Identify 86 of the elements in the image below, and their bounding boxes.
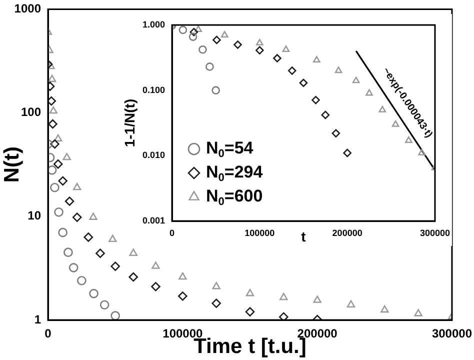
- point: [194, 25, 202, 32]
- point: [178, 272, 187, 280]
- y-axis-title: N(t): [0, 146, 24, 183]
- point: [188, 32, 198, 41]
- point: [64, 196, 74, 206]
- point: [346, 300, 356, 308]
- point: [299, 78, 308, 88]
- point: [332, 129, 340, 138]
- point: [256, 38, 264, 46]
- point: [48, 119, 58, 129]
- point: [62, 152, 71, 160]
- point: [110, 311, 120, 320]
- point: [53, 159, 63, 169]
- point: [380, 305, 389, 313]
- point: [212, 298, 221, 308]
- point: [48, 62, 55, 70]
- point: [220, 30, 228, 38]
- x-tick-label: 300000: [432, 326, 472, 341]
- point: [58, 176, 68, 186]
- point: [54, 207, 64, 217]
- point: [343, 148, 352, 158]
- point: [418, 148, 426, 156]
- point: [256, 46, 264, 54]
- point: [77, 276, 86, 286]
- x-tick-label: 0: [169, 228, 175, 238]
- point: [212, 282, 220, 290]
- point: [50, 139, 60, 149]
- point: [273, 54, 282, 62]
- point: [288, 66, 296, 75]
- point: [129, 248, 138, 256]
- point: [48, 96, 56, 106]
- point: [48, 74, 56, 82]
- point: [64, 248, 73, 257]
- y-tick-label: 100: [20, 105, 42, 120]
- point: [96, 248, 105, 258]
- point: [321, 110, 330, 120]
- y-tick-label: 0.001: [142, 215, 165, 226]
- point: [58, 228, 68, 238]
- point: [366, 89, 373, 96]
- point: [151, 282, 160, 292]
- y-tick-label: 1: [34, 312, 42, 326]
- point: [414, 309, 422, 316]
- point: [234, 40, 242, 49]
- point: [68, 263, 78, 272]
- y-tick-label: 10: [28, 208, 42, 223]
- point: [152, 262, 160, 269]
- point: [212, 36, 221, 44]
- point: [89, 288, 98, 298]
- point: [54, 134, 62, 142]
- point: [312, 56, 320, 63]
- point: [312, 96, 320, 104]
- x-axis-title: t: [301, 228, 306, 244]
- y-tick-label: 1000: [14, 2, 42, 16]
- point: [49, 106, 58, 114]
- point: [190, 28, 198, 36]
- point: [352, 76, 360, 84]
- point: [178, 291, 188, 301]
- point: [212, 86, 220, 94]
- x-tick-label: 100000: [244, 228, 275, 238]
- point: [84, 232, 94, 242]
- point: [50, 182, 60, 192]
- point: [246, 288, 254, 296]
- point: [313, 296, 322, 303]
- point: [89, 212, 98, 220]
- point: [48, 165, 57, 175]
- point: [128, 272, 138, 282]
- point: [72, 212, 82, 222]
- y-tick-label: 1.000: [142, 19, 165, 30]
- point: [282, 45, 290, 52]
- point: [280, 292, 288, 300]
- y-tick-label: 0.010: [142, 150, 165, 160]
- y-axis-title: 1-1/N(t): [121, 98, 138, 148]
- point: [334, 66, 342, 74]
- point: [245, 307, 255, 316]
- x-tick-label: 200000: [332, 228, 362, 238]
- x-tick-label: 0: [44, 326, 52, 341]
- point: [108, 234, 117, 242]
- point: [110, 262, 120, 271]
- point: [279, 312, 288, 320]
- y-tick-label: 0.100: [142, 84, 165, 95]
- point: [72, 182, 82, 190]
- point: [206, 62, 214, 71]
- point: [178, 26, 188, 34]
- point: [198, 45, 207, 54]
- x-tick-label: 300000: [420, 228, 450, 238]
- point: [100, 300, 110, 310]
